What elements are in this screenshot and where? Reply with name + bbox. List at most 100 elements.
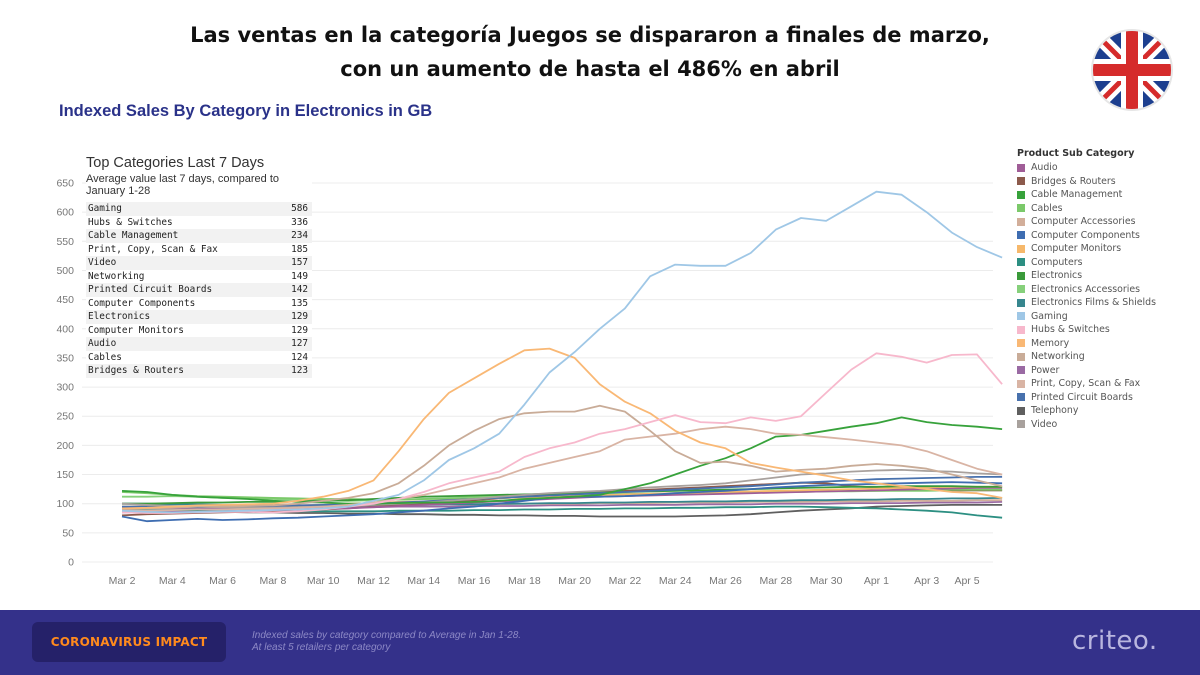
- top-category-name: Cable Management: [88, 230, 179, 241]
- legend-swatch: [1017, 177, 1025, 186]
- top-category-value: 234: [291, 230, 308, 241]
- top-category-value: 135: [291, 297, 308, 309]
- x-tick-label: Mar 22: [609, 575, 642, 587]
- top-category-row: Networking 149: [86, 270, 312, 284]
- x-tick-label: Mar 6: [209, 575, 236, 587]
- top-category-row: Bridges & Routers 123: [86, 364, 312, 378]
- legend-item[interactable]: Computer Components: [1017, 229, 1197, 243]
- x-tick-label: Mar 20: [558, 575, 591, 587]
- top-category-name: Video: [88, 257, 117, 268]
- series-line-gaming[interactable]: [121, 190, 1003, 514]
- top-category-value: 142: [291, 284, 308, 295]
- x-tick-label: Mar 18: [508, 575, 541, 587]
- y-tick-label: 50: [62, 527, 74, 539]
- x-tick-label: Mar 24: [659, 575, 692, 587]
- legend-item[interactable]: Computer Monitors: [1017, 242, 1197, 256]
- legend-item[interactable]: Cables: [1017, 202, 1197, 216]
- legend-swatch: [1017, 163, 1025, 172]
- series-line-cable-management[interactable]: [121, 416, 1003, 505]
- y-tick-label: 0: [68, 557, 74, 569]
- legend-item[interactable]: Telephony: [1017, 404, 1197, 418]
- legend-item[interactable]: Electronics Accessories: [1017, 283, 1197, 297]
- legend-swatch: [1017, 352, 1025, 361]
- x-tick-label: Mar 26: [709, 575, 742, 587]
- top-category-name: Gaming: [88, 203, 122, 214]
- legend-label: Hubs & Switches: [1031, 324, 1110, 336]
- legend-label: Computer Accessories: [1031, 216, 1136, 228]
- legend-item[interactable]: Electronics Films & Shields: [1017, 296, 1197, 310]
- legend-swatch: [1017, 339, 1025, 348]
- top-category-name: Audio: [88, 338, 117, 349]
- legend-item[interactable]: Hubs & Switches: [1017, 323, 1197, 337]
- top-category-row: Gaming 586: [86, 202, 312, 216]
- legend-swatch: [1017, 271, 1025, 280]
- legend-item[interactable]: Computer Accessories: [1017, 215, 1197, 229]
- legend-label: Power: [1031, 364, 1060, 376]
- top-category-row: Computer Monitors 129: [86, 324, 312, 338]
- series-lines: [121, 190, 1003, 523]
- top-category-value: 336: [291, 216, 308, 228]
- x-tick-label: Apr 3: [914, 575, 939, 587]
- legend-item[interactable]: Networking: [1017, 350, 1197, 364]
- legend-label: Gaming: [1031, 310, 1068, 322]
- top-category-value: 127: [291, 338, 308, 349]
- legend-swatch: [1017, 298, 1025, 307]
- legend-swatch: [1017, 244, 1025, 253]
- legend-label: Computer Components: [1031, 229, 1140, 241]
- x-tick-label: Mar 12: [357, 575, 390, 587]
- x-tick-label: Mar 28: [759, 575, 792, 587]
- top-category-value: 129: [291, 324, 308, 336]
- legend-label: Computer Monitors: [1031, 243, 1122, 255]
- criteo-logo: criteo.: [1072, 626, 1158, 656]
- x-tick-label: Mar 30: [810, 575, 843, 587]
- legend-item[interactable]: Computers: [1017, 256, 1197, 270]
- legend-swatch: [1017, 325, 1025, 334]
- legend-item[interactable]: Power: [1017, 364, 1197, 378]
- legend-item[interactable]: Printed Circuit Boards: [1017, 391, 1197, 405]
- top-categories-title: Top Categories Last 7 Days: [86, 155, 265, 171]
- top-category-row: Computer Components 135: [86, 297, 312, 311]
- top-category-row: Cables 124: [86, 351, 312, 365]
- series-line-memory[interactable]: [121, 347, 1003, 510]
- y-tick-label: 500: [56, 265, 74, 277]
- legend-swatch: [1017, 231, 1025, 240]
- y-tick-label: 100: [56, 498, 74, 510]
- top-category-value: 123: [291, 365, 308, 376]
- y-tick-label: 600: [56, 207, 74, 219]
- y-tick-label: 450: [56, 294, 74, 306]
- top-category-value: 586: [291, 203, 308, 214]
- legend-item[interactable]: Audio: [1017, 161, 1197, 175]
- series-line-hubs-switches[interactable]: [121, 352, 1003, 514]
- top-category-row: Printed Circuit Boards 142: [86, 283, 312, 297]
- legend-item[interactable]: Cable Management: [1017, 188, 1197, 202]
- y-tick-label: 650: [56, 178, 74, 190]
- legend-label: Electronics Accessories: [1031, 283, 1141, 295]
- legend-item[interactable]: Electronics: [1017, 269, 1197, 283]
- top-category-name: Cables: [88, 351, 122, 363]
- top-category-row: Audio 127: [86, 337, 312, 351]
- top-category-name: Print, Copy, Scan & Fax: [88, 243, 218, 255]
- legend-label: Telephony: [1031, 405, 1079, 417]
- series-line-networking[interactable]: [121, 404, 1003, 511]
- legend-swatch: [1017, 366, 1025, 375]
- top-category-row: Cable Management 234: [86, 229, 312, 243]
- legend-item[interactable]: Video: [1017, 418, 1197, 432]
- legend-item[interactable]: Print, Copy, Scan & Fax: [1017, 377, 1197, 391]
- legend-label: Cable Management: [1031, 189, 1123, 201]
- legend-item[interactable]: Memory: [1017, 337, 1197, 351]
- top-category-name: Networking: [88, 270, 145, 282]
- legend-title: Product Sub Category: [1017, 148, 1135, 159]
- footer-bar: CORONAVIRUS IMPACT Indexed sales by cate…: [0, 610, 1200, 675]
- legend-item[interactable]: Gaming: [1017, 310, 1197, 324]
- legend-label: Bridges & Routers: [1031, 175, 1116, 187]
- x-tick-label: Mar 2: [109, 575, 136, 587]
- y-tick-label: 300: [56, 382, 74, 394]
- top-categories-panel: Top Categories Last 7 Days Average value…: [86, 154, 312, 378]
- legend-label: Computers: [1031, 256, 1083, 268]
- x-tick-label: Mar 14: [407, 575, 440, 587]
- series-line-print-copy-scan-fax[interactable]: [122, 425, 1003, 512]
- legend: Product Sub Category Audio Bridges & Rout…: [1017, 148, 1197, 431]
- top-category-name: Bridges & Routers: [88, 365, 184, 376]
- legend-item[interactable]: Bridges & Routers: [1017, 175, 1197, 189]
- top-category-name: Computer Components: [88, 297, 196, 309]
